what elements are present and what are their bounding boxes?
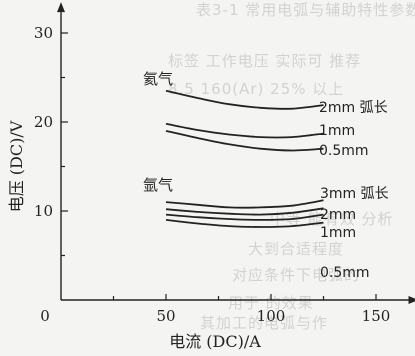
series-label: 2mm 弧长 (319, 100, 388, 116)
series-line (165, 213, 324, 221)
series-label: 1mm (320, 225, 356, 241)
x-tick-label: 50 (156, 307, 175, 325)
series-line (165, 122, 324, 139)
series-label: 2mm (320, 207, 356, 223)
series-line (165, 207, 324, 216)
x-tick-label: 0 (40, 307, 50, 325)
curves (165, 89, 324, 228)
series-label: 1mm (319, 123, 355, 139)
x-tick-label: 100 (257, 307, 286, 325)
y-tick-label: 20 (34, 113, 53, 131)
series-line (165, 219, 324, 228)
series-line (165, 199, 324, 209)
y-tick-label: 30 (34, 24, 53, 42)
series-label: 0.5mm (319, 143, 369, 159)
y-tick-label: 10 (34, 202, 53, 220)
group-label: 氦气 (143, 70, 173, 88)
x-axis-title: 电流 (DC)/A (169, 332, 261, 351)
series-line (165, 130, 324, 152)
x-axis-arrow (408, 296, 415, 304)
series-line (165, 89, 324, 110)
series-label: 0.5mm (320, 265, 370, 281)
series-label: 3mm 弧长 (320, 186, 389, 202)
y-axis-title: 电压 (DC)/V (7, 120, 26, 212)
x-tick-label: 150 (362, 307, 391, 325)
axes (57, 2, 415, 304)
labels: 氦气 2mm 弧长 1mm 0.5mm 氩气 3mm 弧长 2mm 1mm 0.5mm 电流 (D… (7, 70, 389, 351)
group-label: 氩气 (143, 176, 173, 194)
ticks: 0 50 100 150 10 20 30 (34, 24, 390, 325)
y-axis-arrow (57, 2, 65, 13)
